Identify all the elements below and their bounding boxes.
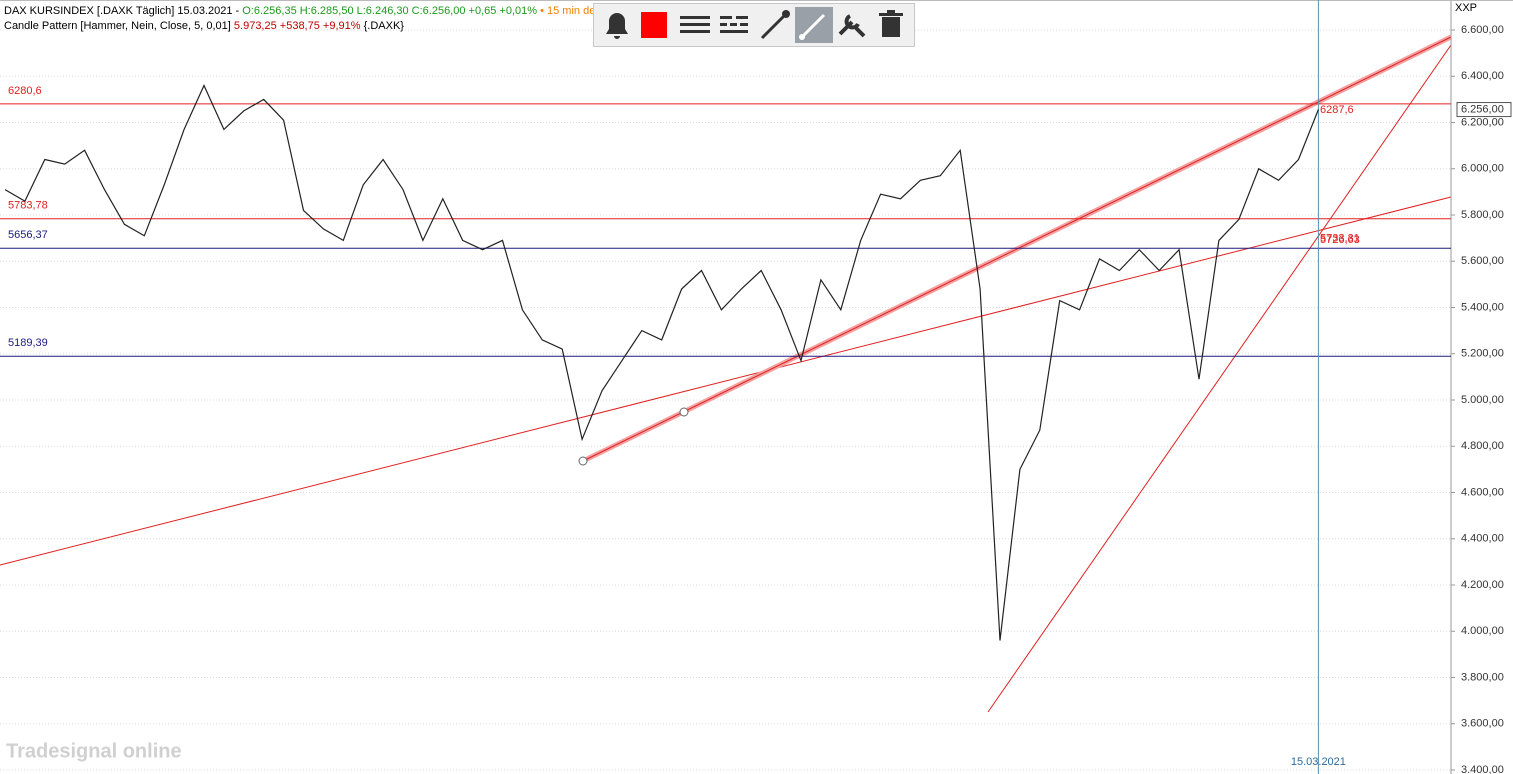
y-tick-label: 6.000,00 — [1461, 163, 1504, 175]
y-tick-label: 6.600,00 — [1461, 24, 1504, 36]
y-tick-label: 5.600,00 — [1461, 255, 1504, 267]
y-tick-label: 5.800,00 — [1461, 209, 1504, 221]
annotation: 6287,6 — [1320, 104, 1354, 116]
price-line — [4, 84, 1319, 641]
indicator: Candle Pattern [Hammer, Nein, Close, 5, … — [4, 20, 231, 32]
dash-style-button[interactable] — [720, 16, 748, 33]
level-label: 5783,78 — [8, 200, 48, 212]
watermark: Tradesignal online — [6, 740, 182, 762]
trend-handle[interactable] — [679, 407, 689, 417]
axis-label: XXP — [1455, 2, 1477, 14]
level-label: 5189,39 — [8, 337, 48, 349]
trend-line — [987, 44, 1452, 713]
y-tick-label: 6.400,00 — [1461, 70, 1504, 82]
extend-left-button[interactable] — [760, 10, 790, 40]
trend-line — [0, 196, 1452, 566]
line-style-button[interactable] — [680, 16, 710, 33]
delay: • 15 min delay — [540, 5, 610, 17]
x-tick-label: 15.03.2021 — [1291, 756, 1346, 768]
toolbar — [593, 3, 915, 47]
y-tick-label: 4.800,00 — [1461, 440, 1504, 452]
level-label: 6280,6 — [8, 85, 42, 97]
annotation: 5726,63 — [1320, 234, 1360, 246]
y-tick-label: 5.000,00 — [1461, 394, 1504, 406]
delete-button[interactable] — [879, 10, 903, 37]
y-tick-label: 6.200,00 — [1461, 116, 1504, 128]
alert-button[interactable] — [606, 13, 628, 39]
indicator-values: 5.973,25 +538,75 +9,91% — [233, 20, 361, 32]
settings-button[interactable] — [838, 14, 866, 38]
last-price-label: 6.256,00 — [1461, 103, 1504, 115]
y-tick-label: 4.200,00 — [1461, 579, 1504, 591]
indicator-line: Candle Pattern [Hammer, Nein, Close, 5, … — [4, 20, 404, 32]
annotation: 5733,31 — [1320, 232, 1360, 244]
last-price-box — [1456, 102, 1512, 118]
y-tick-label: 3.800,00 — [1461, 671, 1504, 683]
ohlc: O:6.256,35 H:6.285,50 L:6.246,30 C:6.256… — [242, 5, 538, 17]
y-tick-label: 4.000,00 — [1461, 625, 1504, 637]
trend-line — [582, 36, 1452, 462]
indicator-symbol: {.DAXK} — [363, 20, 404, 32]
color-button[interactable] — [641, 12, 667, 38]
y-tick-label: 4.600,00 — [1461, 486, 1504, 498]
trend-handle[interactable] — [578, 456, 588, 466]
header-line: DAX KURSINDEX [.DAXK Täglich] 15.03.2021… — [4, 5, 609, 17]
instrument: DAX KURSINDEX [.DAXK Täglich] 15.03.2021… — [4, 5, 240, 17]
y-tick-label: 3.600,00 — [1461, 718, 1504, 730]
y-tick-label: 3.400,00 — [1461, 764, 1504, 774]
y-tick-label: 5.400,00 — [1461, 301, 1504, 313]
y-tick-label: 4.400,00 — [1461, 533, 1504, 545]
extend-right-button[interactable] — [795, 7, 833, 43]
level-label: 5656,37 — [8, 229, 48, 241]
y-tick-label: 5.200,00 — [1461, 348, 1504, 360]
